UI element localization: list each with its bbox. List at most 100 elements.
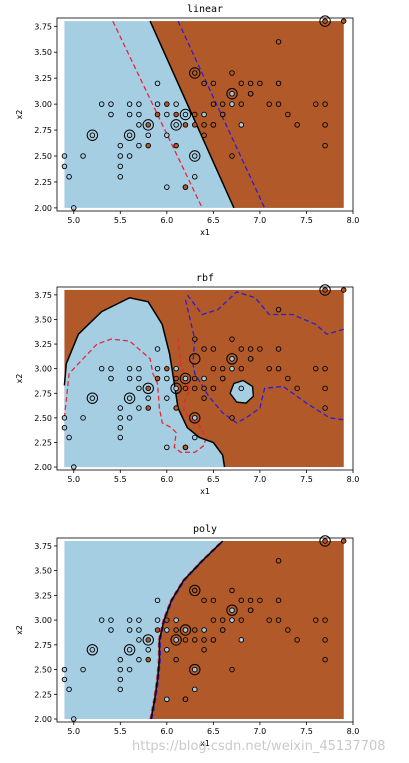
data-point bbox=[182, 111, 189, 118]
y-tick-label: 3.00 bbox=[34, 365, 52, 374]
x-tick-label: 6.5 bbox=[207, 727, 220, 736]
data-point bbox=[117, 153, 124, 159]
support-vector-ring bbox=[123, 392, 136, 404]
data-point bbox=[201, 395, 207, 401]
support-vector-ring bbox=[226, 604, 238, 616]
data-point bbox=[219, 375, 226, 382]
data-point bbox=[275, 365, 282, 372]
data-point bbox=[145, 395, 151, 401]
data-point bbox=[173, 656, 179, 663]
data-point bbox=[61, 153, 68, 159]
data-point bbox=[145, 132, 151, 139]
data-point bbox=[164, 132, 170, 139]
data-point bbox=[210, 101, 217, 107]
data-point bbox=[136, 122, 142, 128]
margin-upper-line bbox=[151, 540, 225, 720]
data-point bbox=[117, 666, 124, 673]
data-point bbox=[229, 415, 235, 421]
data-point bbox=[126, 111, 133, 118]
data-point bbox=[210, 365, 217, 372]
data-point bbox=[229, 101, 235, 107]
data-point bbox=[340, 287, 347, 293]
data-point bbox=[145, 656, 151, 663]
data-point bbox=[229, 666, 235, 673]
data-point bbox=[210, 80, 217, 87]
data-point bbox=[192, 686, 198, 693]
data-point bbox=[294, 385, 300, 392]
region-class0-lobe bbox=[64, 297, 225, 467]
x-tick-label: 7.5 bbox=[300, 475, 313, 484]
y-tick-label: 3.25 bbox=[34, 340, 52, 349]
chart-panel-poly: poly 5.0 5.5 6.0 6.5 7.0 7.5 8.0 2.00 2.25 2.50 2.7… bbox=[15, 524, 359, 748]
data-point bbox=[173, 637, 179, 643]
y-tick-label: 3.00 bbox=[34, 100, 52, 109]
data-point bbox=[192, 174, 198, 180]
data-point bbox=[126, 395, 133, 401]
data-point bbox=[154, 80, 161, 87]
data-point bbox=[322, 142, 328, 149]
data-point bbox=[117, 424, 124, 431]
data-point bbox=[61, 676, 68, 683]
support-vector-ring bbox=[319, 284, 331, 296]
data-point bbox=[108, 627, 114, 633]
data-point bbox=[164, 696, 170, 702]
data-point bbox=[266, 365, 272, 372]
data-point bbox=[89, 647, 96, 653]
support-vector-ring bbox=[189, 663, 201, 676]
data-point bbox=[136, 365, 142, 372]
data-point bbox=[136, 627, 142, 633]
data-point bbox=[266, 101, 272, 107]
data-point bbox=[322, 538, 328, 544]
data-point bbox=[247, 346, 254, 352]
data-point bbox=[285, 627, 291, 633]
data-point bbox=[322, 122, 328, 128]
data-point bbox=[182, 696, 189, 702]
y-axis-label: x2 bbox=[15, 110, 24, 120]
data-point bbox=[108, 617, 114, 623]
data-point bbox=[136, 375, 142, 382]
chart-title: poly bbox=[193, 524, 217, 535]
data-point bbox=[61, 666, 68, 673]
data-point bbox=[192, 666, 198, 673]
data-point bbox=[340, 538, 347, 544]
data-point bbox=[201, 627, 207, 633]
x-tick-label: 7.5 bbox=[300, 216, 313, 225]
data-point bbox=[80, 415, 86, 421]
data-point bbox=[164, 627, 170, 633]
data-point bbox=[126, 647, 133, 653]
data-point bbox=[164, 647, 170, 653]
x-tick-label: 6.5 bbox=[207, 475, 220, 484]
y-axis-label: x2 bbox=[15, 625, 24, 635]
data-point bbox=[322, 18, 328, 24]
data-point bbox=[71, 205, 77, 211]
data-point bbox=[229, 587, 235, 594]
region-class0-island bbox=[229, 379, 255, 404]
data-point bbox=[145, 405, 151, 411]
data-point bbox=[201, 375, 207, 382]
data-point bbox=[192, 336, 198, 342]
data-point bbox=[89, 395, 96, 401]
data-point bbox=[98, 101, 105, 107]
data-point bbox=[173, 617, 179, 623]
y-tick-label: 2.75 bbox=[34, 389, 52, 398]
data-point bbox=[201, 385, 207, 392]
data-point bbox=[275, 597, 282, 604]
data-point bbox=[145, 142, 151, 149]
data-point bbox=[322, 287, 328, 293]
region-class1 bbox=[151, 541, 344, 719]
data-point bbox=[322, 385, 328, 392]
data-point bbox=[182, 122, 189, 128]
data-point bbox=[164, 365, 170, 372]
data-point bbox=[238, 617, 245, 623]
data-point bbox=[173, 385, 179, 392]
support-vector-ring bbox=[86, 644, 99, 656]
axes-frame bbox=[56, 286, 354, 471]
support-vector-ring bbox=[142, 634, 154, 646]
data-point bbox=[136, 385, 142, 392]
x-axis-label: x1 bbox=[200, 739, 210, 748]
x-tick-label: 6.5 bbox=[207, 216, 220, 225]
x-tick-label: 5.5 bbox=[114, 216, 127, 225]
data-point bbox=[266, 617, 272, 623]
data-point bbox=[219, 617, 226, 623]
data-point bbox=[164, 101, 170, 107]
